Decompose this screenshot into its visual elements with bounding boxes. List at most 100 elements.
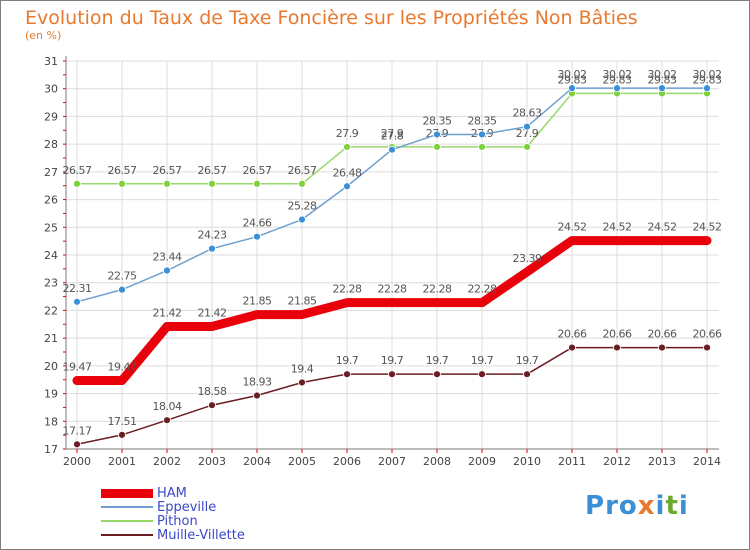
data-point-eppeville — [253, 232, 261, 241]
chart-unit: (en %) — [25, 29, 62, 42]
y-tick-label: 21 — [44, 332, 58, 345]
data-point-pithon — [163, 179, 171, 188]
data-label-eppeville: 24.66 — [243, 217, 272, 230]
data-point-eppeville — [343, 182, 351, 191]
data-label-ham: 23.39 — [513, 252, 542, 265]
data-label-pithon: 29.83 — [648, 73, 677, 86]
data-label-pithon: 26.57 — [198, 164, 227, 177]
data-label-eppeville: 30.02 — [558, 68, 587, 81]
data-point-muille-villette — [208, 401, 216, 410]
y-tick-label: 28 — [44, 138, 58, 151]
data-point-eppeville — [478, 130, 486, 139]
data-label-eppeville: 28.63 — [513, 107, 542, 120]
data-point-pithon — [523, 143, 531, 151]
y-tick-label: 20 — [44, 360, 58, 373]
y-tick-label: 27 — [44, 166, 58, 179]
data-label-muille-villette: 19.7 — [381, 354, 404, 367]
data-point-muille-villette — [568, 343, 576, 352]
data-label-muille-villette: 19.7 — [471, 354, 494, 367]
legend-swatch-ham — [101, 488, 153, 498]
data-label-ham: 24.52 — [648, 221, 677, 234]
data-point-eppeville — [703, 84, 711, 93]
data-label-eppeville: 30.02 — [693, 68, 722, 81]
data-label-eppeville: 22.31 — [63, 282, 92, 295]
y-tick-label: 26 — [44, 194, 58, 207]
data-point-eppeville — [568, 84, 576, 93]
data-label-muille-villette: 17.51 — [108, 415, 137, 428]
data-point-eppeville — [433, 130, 441, 139]
data-label-pithon: 26.57 — [288, 164, 317, 177]
x-tick-label: 2008 — [423, 455, 451, 468]
data-label-muille-villette: 19.7 — [516, 354, 539, 367]
data-point-muille-villette — [433, 370, 441, 379]
data-label-pithon: 27.9 — [381, 127, 404, 140]
data-label-ham: 24.52 — [693, 221, 722, 234]
y-tick-label: 25 — [44, 221, 58, 234]
data-label-pithon: 27.9 — [336, 127, 359, 140]
data-point-muille-villette — [253, 391, 261, 400]
legend-item-pithon: Pithon — [101, 513, 245, 529]
data-point-muille-villette — [613, 343, 621, 352]
y-tick-label: 24 — [44, 249, 58, 262]
data-label-muille-villette: 20.66 — [558, 328, 587, 341]
data-label-pithon: 26.57 — [243, 164, 272, 177]
data-point-pithon — [298, 179, 306, 188]
data-label-ham: 24.52 — [558, 221, 587, 234]
data-label-muille-villette: 18.04 — [153, 400, 182, 413]
data-point-eppeville — [163, 266, 171, 275]
y-tick-label: 22 — [44, 304, 58, 317]
data-label-eppeville: 30.02 — [603, 68, 632, 81]
data-label-muille-villette: 18.58 — [198, 385, 227, 398]
proxiti-logo: Proxiti — [585, 491, 689, 521]
data-label-ham: 22.28 — [378, 283, 407, 296]
data-label-ham: 19.47 — [63, 361, 92, 374]
data-point-muille-villette — [523, 370, 531, 379]
data-label-eppeville: 23.44 — [153, 251, 182, 264]
logo-letter: o — [618, 491, 638, 521]
series-line-ham — [72, 236, 712, 386]
data-label-muille-villette: 19.7 — [336, 354, 359, 367]
data-label-ham: 21.42 — [198, 307, 227, 320]
data-point-eppeville — [118, 285, 126, 294]
data-label-muille-villette: 20.66 — [648, 328, 677, 341]
data-point-muille-villette — [478, 370, 486, 379]
data-label-eppeville: 27.8 — [381, 130, 404, 143]
data-label-eppeville: 24.23 — [198, 229, 227, 242]
legend-swatch-eppeville — [101, 506, 153, 508]
legend-label: Pithon — [157, 513, 198, 529]
data-label-pithon: 29.83 — [693, 73, 722, 86]
data-point-eppeville — [523, 122, 531, 131]
data-point-pithon — [343, 143, 351, 151]
data-point-pithon — [253, 179, 261, 188]
data-point-muille-villette — [343, 370, 351, 379]
data-label-pithon: 29.83 — [558, 73, 587, 86]
data-point-eppeville — [73, 297, 81, 306]
data-label-ham: 22.28 — [423, 283, 452, 296]
data-label-ham: 21.85 — [288, 295, 317, 308]
data-point-pithon — [118, 179, 126, 188]
x-tick-label: 2006 — [333, 455, 361, 468]
data-point-muille-villette — [163, 416, 171, 425]
x-tick-label: 2002 — [153, 455, 181, 468]
data-label-eppeville: 28.35 — [423, 114, 452, 127]
x-tick-label: 2012 — [603, 455, 631, 468]
data-point-muille-villette — [388, 370, 396, 379]
x-tick-label: 2001 — [108, 455, 136, 468]
x-tick-label: 2009 — [468, 455, 496, 468]
x-tick-label: 2014 — [693, 455, 721, 468]
data-point-pithon — [478, 143, 486, 151]
logo-letter: P — [585, 491, 606, 521]
x-tick-label: 2003 — [198, 455, 226, 468]
data-point-muille-villette — [703, 343, 711, 352]
data-point-pithon — [433, 143, 441, 151]
logo-letter: x — [637, 491, 656, 521]
x-tick-label: 2007 — [378, 455, 406, 468]
x-tick-label: 2004 — [243, 455, 271, 468]
data-label-muille-villette: 20.66 — [693, 328, 722, 341]
x-tick-label: 2000 — [63, 455, 91, 468]
series-muille-villette: 17.17 17.51 18.04 18.58 18.93 19.4 19.7 19.7 19.… — [63, 328, 722, 449]
data-label-muille-villette: 20.66 — [603, 328, 632, 341]
data-label-eppeville: 30.02 — [648, 68, 677, 81]
legend-item-ham: HAM — [101, 486, 245, 501]
